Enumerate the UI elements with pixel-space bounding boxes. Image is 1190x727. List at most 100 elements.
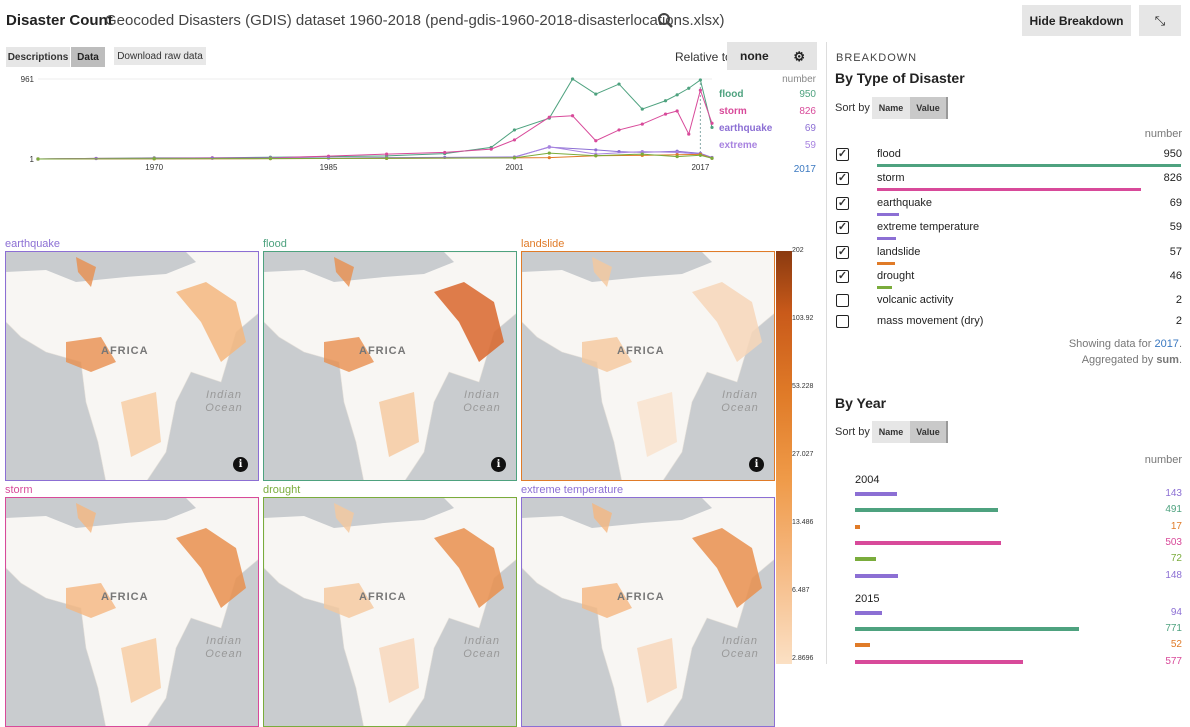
checkbox-checked[interactable]: ✓ xyxy=(836,148,849,161)
color-scale-tick: 13.486 xyxy=(792,519,814,526)
aggregated-value[interactable]: sum xyxy=(1156,354,1179,366)
checkbox-checked[interactable]: ✓ xyxy=(836,270,849,283)
legend-name[interactable]: storm xyxy=(719,106,747,117)
series-line-flood xyxy=(37,78,713,160)
year-value: 491 xyxy=(1165,504,1182,516)
y-tick-label: 1 xyxy=(30,155,35,164)
data-point xyxy=(547,156,551,160)
hide-breakdown-button[interactable]: Hide Breakdown xyxy=(1022,5,1131,36)
by-year-title: By Year xyxy=(835,395,887,411)
map-label-ocean: Indian xyxy=(722,635,758,647)
sort-by-name-button[interactable]: Name xyxy=(872,97,910,119)
relative-to-select[interactable]: none ⚙ xyxy=(727,42,817,70)
checkbox-checked[interactable]: ✓ xyxy=(836,246,849,259)
data-point xyxy=(617,128,621,132)
download-raw-data-button[interactable]: Download raw data xyxy=(114,47,206,65)
data-point xyxy=(36,157,40,161)
highlight-year-label[interactable]: 2017 xyxy=(794,164,817,175)
year-sort-by-name-button[interactable]: Name xyxy=(872,421,910,443)
map-earthquake[interactable]: AFRICA Indian Ocean i xyxy=(5,251,259,481)
map-storm[interactable]: AFRICA Indian Ocean xyxy=(5,497,259,727)
checkbox-checked[interactable]: ✓ xyxy=(836,197,849,210)
year-label: 2015 xyxy=(855,592,880,605)
data-point xyxy=(698,78,702,82)
info-icon[interactable]: i xyxy=(233,457,248,472)
sort-by-value-button[interactable]: Value xyxy=(910,97,948,119)
region-asia xyxy=(434,282,504,362)
map-flood[interactable]: AFRICA Indian Ocean i xyxy=(263,251,517,481)
year-sort-by-value-button[interactable]: Value xyxy=(910,421,948,443)
region-south-africa xyxy=(379,392,419,457)
info-icon[interactable]: i xyxy=(749,457,764,472)
color-scale-tick: 103.92 xyxy=(792,315,814,322)
legend-name[interactable]: flood xyxy=(719,89,743,100)
checkbox-unchecked[interactable] xyxy=(836,315,849,328)
type-row-drought[interactable]: ✓ drought 46 xyxy=(827,268,1190,290)
data-point xyxy=(710,125,714,130)
data-point xyxy=(663,112,668,116)
region-asia xyxy=(434,528,504,608)
type-value: 2 xyxy=(1175,294,1182,306)
year-bar xyxy=(855,492,897,496)
checkbox-checked[interactable]: ✓ xyxy=(836,172,849,185)
tab-data[interactable]: Data xyxy=(71,47,105,67)
type-value: 46 xyxy=(1169,270,1182,282)
data-point xyxy=(268,156,273,161)
legend-name[interactable]: earthquake xyxy=(719,123,773,134)
type-row-flood[interactable]: ✓ flood 950 xyxy=(827,146,1190,168)
region-west-africa xyxy=(582,583,632,618)
compress-icon[interactable]: ⤡ xyxy=(1139,5,1181,36)
region-asia xyxy=(692,528,762,608)
map-label-ocean: Indian xyxy=(722,389,758,401)
checkbox-checked[interactable]: ✓ xyxy=(836,221,849,234)
type-value: 950 xyxy=(1163,148,1182,160)
search-icon[interactable] xyxy=(657,12,674,29)
data-point xyxy=(152,157,156,161)
year-sort-group: Name Value xyxy=(872,421,948,443)
legend-name[interactable]: extreme xyxy=(719,140,758,151)
year-value: 143 xyxy=(1165,488,1182,499)
map-extreme-temperature[interactable]: AFRICA Indian Ocean xyxy=(521,497,775,727)
sort-by-label: Sort by xyxy=(835,102,870,114)
region-asia xyxy=(176,528,246,608)
map-label-africa: AFRICA xyxy=(359,591,407,603)
map-drought[interactable]: AFRICA Indian Ocean xyxy=(263,497,517,727)
gear-icon[interactable]: ⚙ xyxy=(793,49,805,64)
showing-year-link[interactable]: 2017 xyxy=(1154,338,1179,350)
year-bar xyxy=(855,627,1079,632)
year-bar xyxy=(855,573,898,578)
type-row-earthquake[interactable]: ✓ earthquake 69 xyxy=(827,195,1190,217)
data-point xyxy=(594,92,598,96)
type-row-mass-movement--dry-[interactable]: mass movement (dry) 2 xyxy=(827,313,1190,335)
year-value: 17 xyxy=(1170,520,1182,532)
type-row-storm[interactable]: ✓ storm 826 xyxy=(827,170,1190,192)
data-point xyxy=(687,132,691,136)
map-label-ocean: Ocean xyxy=(463,648,500,660)
type-row-extreme-temperature[interactable]: ✓ extreme temperature 59 xyxy=(827,219,1190,241)
type-sort-group: Name Value xyxy=(872,97,948,119)
data-point xyxy=(512,128,517,132)
map-label-ocean: Ocean xyxy=(205,648,242,660)
checkbox-unchecked[interactable] xyxy=(836,294,849,307)
type-row-volcanic-activity[interactable]: volcanic activity 2 xyxy=(827,292,1190,314)
region-europe xyxy=(592,503,612,533)
type-bar xyxy=(877,164,1181,167)
color-scale-tick: 2.8696 xyxy=(792,655,814,662)
legend-value: 69 xyxy=(805,123,817,134)
info-icon[interactable]: i xyxy=(491,457,506,472)
type-row-landslide[interactable]: ✓ landslide 57 xyxy=(827,244,1190,266)
year-value: 72 xyxy=(1170,553,1182,565)
map-label-africa: AFRICA xyxy=(101,345,149,357)
map-label-flood: flood xyxy=(263,238,287,250)
breakdown-panel: BREAKDOWN By Type of Disaster Sort by Na… xyxy=(827,42,1190,664)
sea-shape xyxy=(6,498,196,528)
year-bar xyxy=(855,524,860,529)
data-point xyxy=(443,150,447,155)
tab-descriptions[interactable]: Descriptions xyxy=(6,47,70,67)
sea-shape xyxy=(522,498,712,528)
type-bar xyxy=(877,188,1142,191)
map-label-earthquake: earthquake xyxy=(5,238,61,250)
map-landslide[interactable]: AFRICA Indian Ocean i xyxy=(521,251,775,481)
type-name: earthquake xyxy=(877,197,933,209)
year-bar xyxy=(855,557,876,562)
